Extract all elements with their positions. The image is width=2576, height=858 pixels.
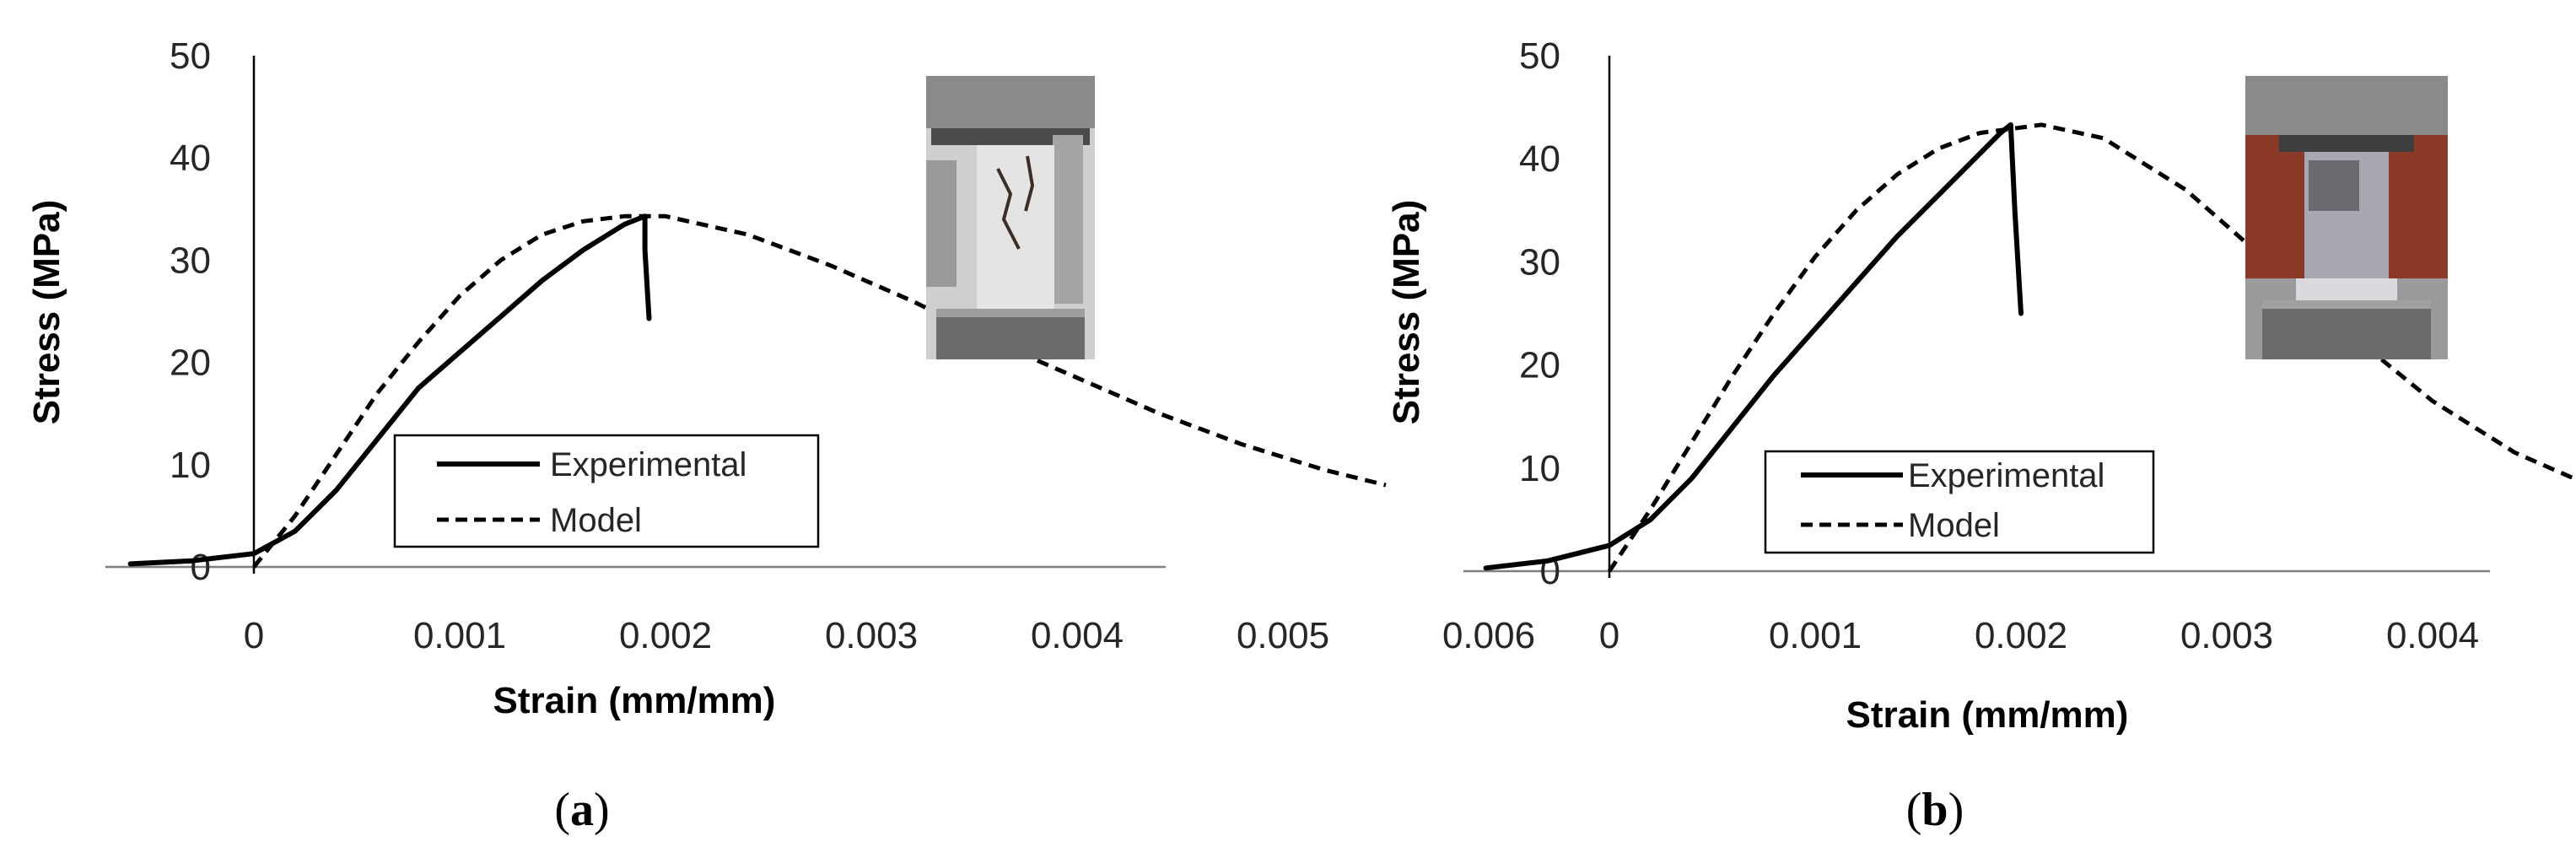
axes (105, 56, 1166, 574)
y-tick-label: 40 (170, 138, 211, 179)
x-tick-label: 0 (1599, 615, 1619, 656)
x-axis-title: Strain (mm/mm) (1846, 694, 2129, 736)
legend-label-model: Model (1908, 507, 2000, 544)
x-tick-label: 0.001 (1769, 615, 1862, 656)
compression-test-photo-icon (2245, 76, 2448, 359)
y-tick-label: 0 (191, 547, 211, 588)
panel-caption: (a) (554, 784, 609, 836)
x-tick-label: 0.003 (825, 615, 918, 656)
caption-letter: b (1921, 784, 1948, 836)
x-tick-label: 0.004 (2386, 615, 2479, 656)
compression-test-photo-icon (926, 76, 1095, 359)
y-tick-label: 10 (170, 445, 211, 486)
legend: Experimental Model (393, 434, 820, 548)
x-tick-label: 0 (244, 615, 264, 656)
series-model-line (252, 213, 1387, 569)
x-tick-label: 0.005 (1237, 615, 1329, 656)
chart-panel-a: 0 10 20 30 40 50 0 0.001 0.002 0.003 0.004 0.005 0.… (26, 35, 1535, 836)
y-tick-label: 50 (170, 35, 211, 77)
y-tick-label: 30 (170, 240, 211, 281)
x-tick-label: 0.003 (2180, 615, 2273, 656)
x-tick-label: 0.004 (1031, 615, 1124, 656)
x-tick-label: 0.006 (1442, 615, 1535, 656)
y-tick-label: 20 (1519, 345, 1560, 386)
y-tick-label: 20 (170, 343, 211, 384)
legend-box (393, 434, 820, 548)
axes (1463, 56, 2490, 578)
x-tick-label: 0.002 (619, 615, 712, 656)
series-lines (127, 213, 1387, 569)
x-axis-title: Strain (mm/mm) (493, 680, 776, 721)
x-tick-labels: 0 0.001 0.002 0.003 0.004 0.005 0.006 (244, 615, 1535, 656)
y-tick-label: 40 (1519, 138, 1560, 180)
caption-letter: a (570, 784, 594, 836)
panel-caption: (b) (1906, 784, 1964, 836)
series-lines (1483, 121, 2576, 573)
legend: Experimental Model (1764, 450, 2155, 554)
y-tick-label: 10 (1519, 448, 1560, 489)
y-tick-label: 30 (1519, 241, 1560, 283)
series-experimental-line (127, 213, 652, 567)
legend-label-experimental: Experimental (550, 446, 746, 483)
legend-label-experimental: Experimental (1908, 457, 2104, 494)
y-tick-label: 50 (1519, 35, 1560, 77)
x-tick-label: 0.002 (1975, 615, 2067, 656)
y-tick-labels: 0 10 20 30 40 50 (170, 35, 211, 588)
legend-label-model: Model (550, 502, 642, 539)
y-axis-title: Stress (MPa) (26, 200, 67, 425)
legend-box (1764, 450, 2155, 554)
y-axis-title: Stress (MPa) (1386, 200, 1427, 425)
series-model-line (1607, 122, 2576, 573)
x-tick-label: 0.001 (413, 615, 506, 656)
